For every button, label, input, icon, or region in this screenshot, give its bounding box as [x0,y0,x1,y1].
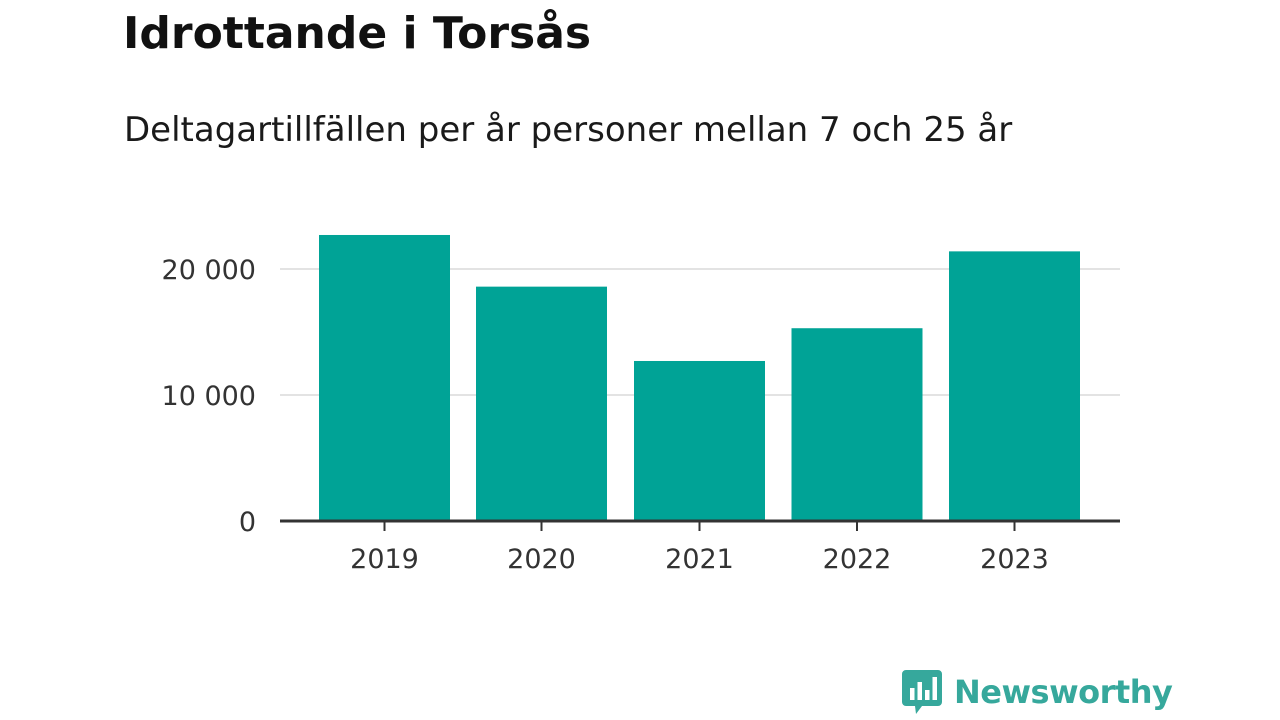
y-tick-label: 10 000 [162,381,256,412]
bar-2020 [476,286,607,521]
y-tick-label: 0 [239,507,256,538]
x-tick-label: 2019 [350,544,419,575]
x-tick-label: 2021 [665,544,734,575]
newsworthy-logo: Newsworthy [902,668,1173,716]
x-tick-label: 2020 [507,544,576,575]
chart-title: Idrottande i Torsås [123,8,592,59]
bar-2022 [791,328,923,521]
y-tick-label: 20 000 [162,255,256,286]
bars [319,234,1080,522]
bar-2019 [319,234,450,522]
chart-subtitle: Deltagartillfällen per år personer mella… [124,110,1013,150]
bar-2021 [634,360,765,521]
x-tick-label: 2023 [980,544,1049,575]
x-axis [280,519,1120,531]
brand-name: Newsworthy [954,673,1173,711]
bar-2023 [949,251,1080,522]
bar-chart-bubble-icon [902,670,942,714]
x-axis-labels: 2019 2020 2021 2022 2023 [350,544,1049,575]
y-axis-labels: 0 10 000 20 000 [162,255,256,538]
x-tick-label: 2022 [823,544,892,575]
